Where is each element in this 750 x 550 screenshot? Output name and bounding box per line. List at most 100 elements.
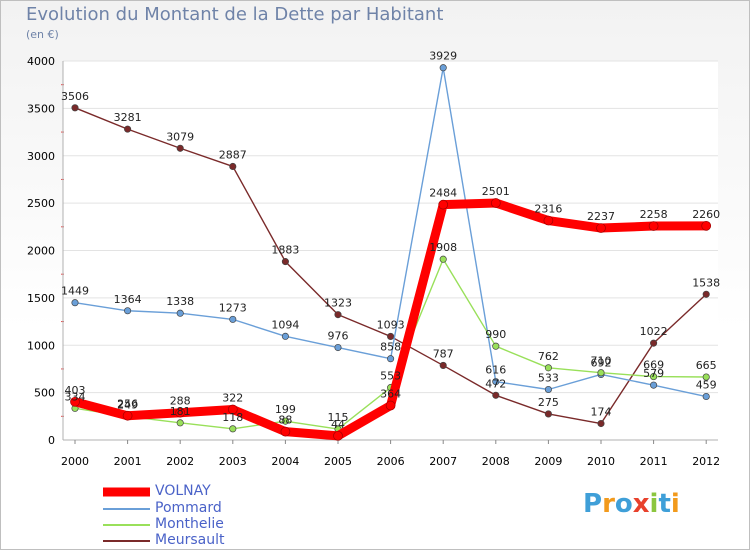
- data-point-volnay: [280, 426, 291, 437]
- chart-unit: (en €): [26, 28, 59, 41]
- data-label-monthelie: 115: [328, 411, 349, 424]
- data-label-pommard: 533: [538, 371, 559, 384]
- chart-title: Evolution du Montant de la Dette par Hab…: [26, 4, 444, 25]
- data-point-pommard: [387, 355, 395, 363]
- data-label-volnay: 88: [278, 414, 292, 427]
- data-point-monthelie: [176, 419, 184, 427]
- x-tick-label: 2001: [114, 455, 142, 468]
- x-tick-label: 2000: [61, 455, 89, 468]
- x-tick-label: 2004: [271, 455, 299, 468]
- data-label-pommard: 1338: [166, 295, 194, 308]
- data-label-pommard: 858: [380, 341, 401, 354]
- data-point-pommard: [281, 332, 289, 340]
- data-label-monthelie: 710: [591, 355, 612, 368]
- data-label-pommard: 1364: [114, 293, 142, 306]
- data-label-pommard: 1273: [219, 301, 247, 314]
- data-point-volnay: [490, 198, 501, 208]
- data-point-volnay: [122, 410, 133, 421]
- data-label-pommard: 1449: [61, 285, 89, 298]
- data-point-pommard: [124, 307, 132, 315]
- data-point-monthelie: [439, 255, 447, 263]
- data-label-meursault: 3506: [61, 90, 89, 103]
- data-label-monthelie: 990: [485, 328, 506, 341]
- data-point-meursault: [597, 419, 605, 428]
- data-label-meursault: 3281: [114, 111, 142, 124]
- data-point-volnay: [596, 223, 606, 233]
- data-point-meursault: [439, 361, 447, 369]
- data-label-volnay: 364: [380, 388, 401, 401]
- data-point-meursault: [176, 144, 184, 152]
- data-point-monthelie: [281, 417, 289, 425]
- data-label-meursault: 174: [591, 406, 612, 419]
- x-tick-label: 2006: [377, 455, 405, 468]
- data-label-volnay: 256: [117, 398, 138, 411]
- data-label-volnay: 2501: [482, 185, 510, 198]
- data-point-volnay: [70, 396, 80, 407]
- data-label-pommard: 692: [591, 356, 612, 369]
- data-point-pommard: [71, 299, 79, 307]
- y-tick-label: 2500: [27, 197, 55, 210]
- x-tick-label: 2010: [587, 455, 615, 468]
- data-label-pommard: 616: [485, 364, 506, 377]
- data-label-volnay: 288: [170, 395, 191, 408]
- data-label-monthelie: 665: [696, 359, 717, 372]
- y-tick-label: 1500: [27, 292, 55, 305]
- data-label-monthelie: 249: [117, 398, 138, 411]
- data-label-meursault: 1883: [271, 244, 299, 257]
- data-label-volnay: 2484: [429, 187, 457, 200]
- data-point-pommard: [229, 315, 237, 323]
- data-label-monthelie: 1908: [429, 241, 457, 254]
- data-label-meursault: 2887: [219, 148, 247, 161]
- legend-label-pommard: Pommard: [155, 500, 222, 516]
- data-point-meursault: [334, 311, 342, 319]
- data-label-volnay: 2260: [692, 208, 720, 221]
- legend-label-volnay: VOLNAY: [155, 483, 211, 499]
- data-label-volnay: 2316: [534, 203, 562, 216]
- y-tick-label: 4000: [27, 55, 55, 68]
- data-point-volnay: [227, 404, 238, 415]
- data-point-monthelie: [702, 373, 710, 381]
- y-tick-label: 500: [34, 387, 55, 400]
- x-tick-label: 2012: [692, 455, 720, 468]
- data-point-meursault: [281, 258, 289, 266]
- data-label-meursault: 3079: [166, 130, 194, 143]
- data-label-meursault: 1323: [324, 297, 352, 310]
- data-point-monthelie: [492, 342, 500, 350]
- data-label-volnay: 2237: [587, 210, 615, 223]
- data-label-monthelie: 181: [170, 405, 191, 418]
- data-label-meursault: 787: [433, 347, 454, 360]
- data-point-volnay: [438, 199, 449, 210]
- data-label-monthelie: 669: [643, 359, 664, 372]
- y-tick-label: 1000: [27, 339, 55, 352]
- data-label-pommard: 3929: [429, 50, 457, 63]
- data-point-meursault: [492, 391, 500, 399]
- x-tick-label: 2008: [482, 455, 510, 468]
- data-label-meursault: 1093: [377, 318, 405, 331]
- data-point-meursault: [544, 410, 552, 418]
- data-label-monthelie: 553: [380, 370, 401, 383]
- data-label-pommard: 976: [328, 330, 349, 343]
- data-point-monthelie: [544, 364, 552, 372]
- data-point-volnay: [648, 221, 659, 231]
- x-tick-label: 2007: [429, 455, 457, 468]
- data-point-volnay: [543, 215, 554, 226]
- data-point-meursault: [702, 290, 710, 298]
- data-point-volnay: [333, 430, 343, 441]
- legend-label-meursault: Meursault: [155, 532, 225, 548]
- data-point-pommard: [650, 381, 658, 389]
- data-label-volnay: 322: [222, 391, 243, 404]
- y-tick-label: 3500: [27, 102, 55, 115]
- data-label-meursault: 275: [538, 396, 559, 409]
- data-point-pommard: [544, 385, 552, 394]
- data-point-meursault: [229, 162, 237, 171]
- y-tick-label: 3000: [27, 150, 55, 163]
- data-label-pommard: 579: [643, 367, 664, 380]
- data-label-monthelie: 199: [275, 403, 296, 416]
- data-point-pommard: [334, 343, 342, 352]
- data-point-volnay: [385, 400, 396, 411]
- data-point-pommard: [176, 309, 184, 317]
- data-point-meursault: [650, 339, 658, 347]
- x-tick-label: 2005: [324, 455, 352, 468]
- legend-label-monthelie: Monthelie: [155, 516, 224, 532]
- data-label-pommard: 1094: [271, 318, 299, 331]
